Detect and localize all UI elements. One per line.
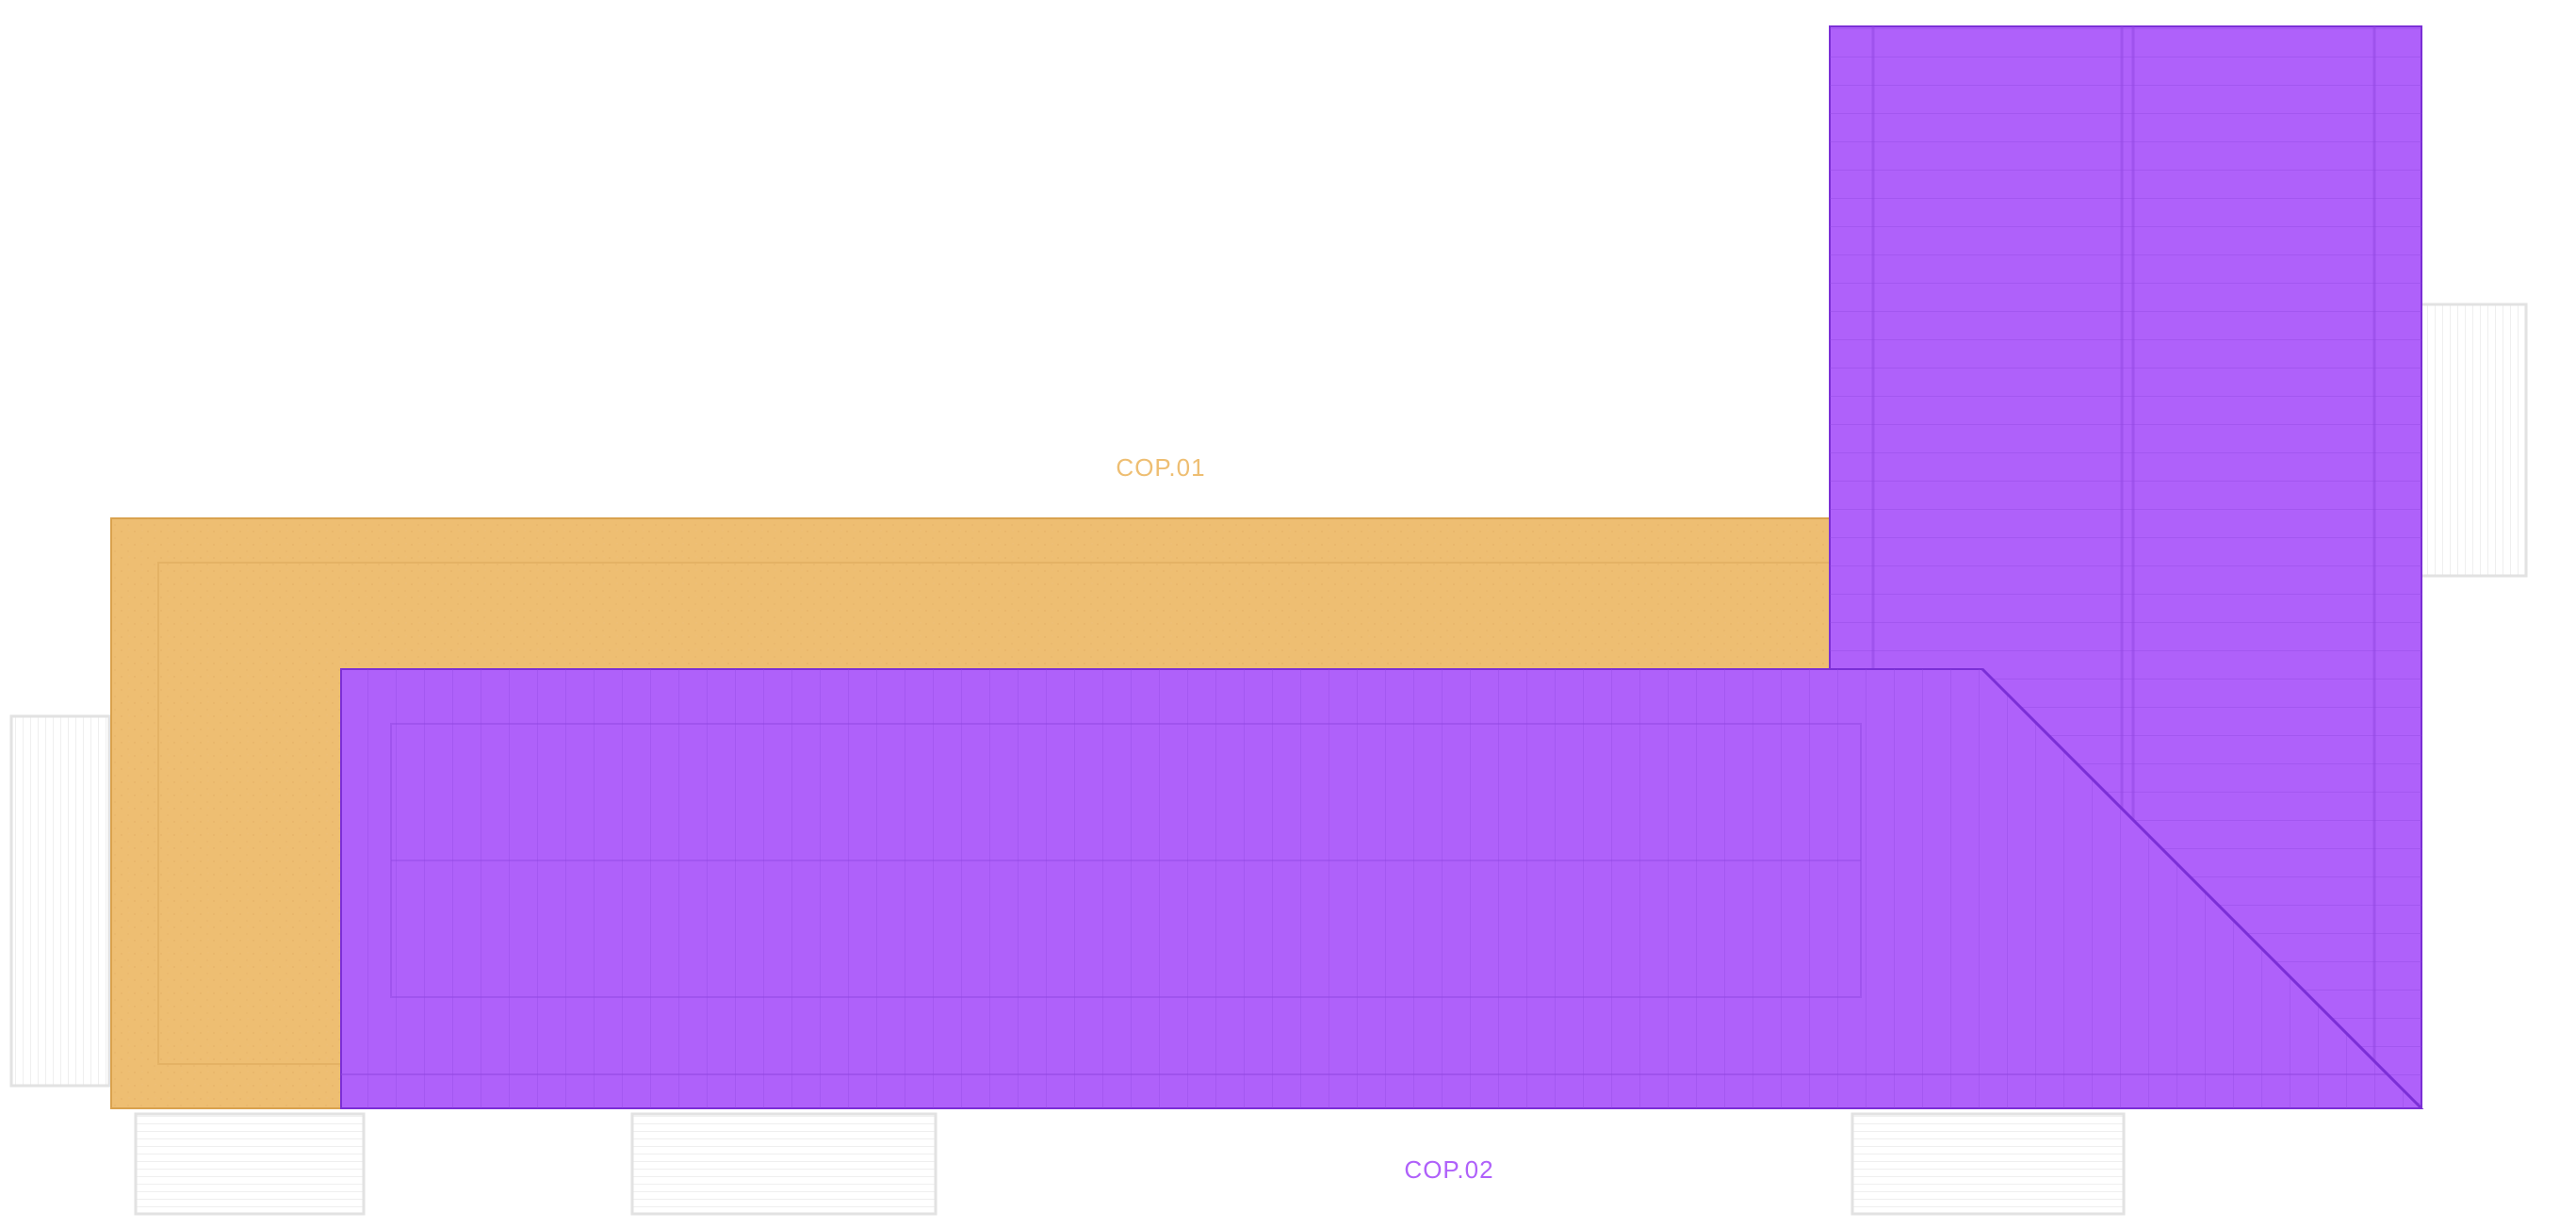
label-cop01: COP.01 [1116,453,1205,482]
stair-left [9,714,111,1088]
stair-bottom-1 [134,1112,366,1216]
label-cop02: COP.02 [1404,1155,1493,1184]
zone-cop02-band [340,667,2424,1110]
stair-bottom-3 [1850,1112,2126,1216]
stair-bottom-2 [630,1112,937,1216]
stair-right [2419,303,2528,578]
